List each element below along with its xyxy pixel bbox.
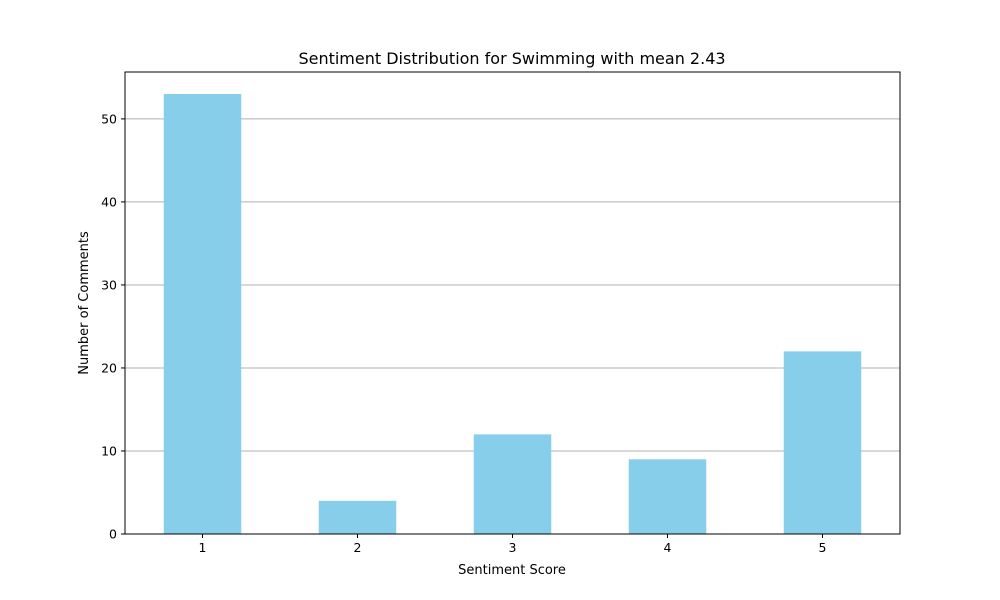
y-tick-label: 50	[101, 111, 117, 126]
bar-3	[473, 434, 552, 534]
x-tick-label: 5	[819, 540, 827, 555]
y-tick-label: 10	[101, 443, 117, 458]
y-tick-label: 0	[109, 527, 117, 542]
y-axis-ticks: 0 10 20 30 40 50	[101, 111, 125, 542]
bar-4	[628, 459, 707, 534]
x-axis-ticks: 1 2 3 4 5	[199, 534, 827, 555]
x-tick-label: 4	[664, 540, 672, 555]
x-tick-label: 2	[354, 540, 362, 555]
x-tick-label: 1	[199, 540, 207, 555]
grid-lines	[125, 118, 900, 452]
y-tick-label: 40	[101, 194, 117, 209]
bar-2	[318, 500, 397, 534]
x-axis-label: Sentiment Score	[458, 563, 566, 578]
bar-5	[783, 351, 862, 534]
chart-title: Sentiment Distribution for Swimming with…	[298, 49, 725, 68]
y-axis-label: Number of Comments	[77, 231, 92, 375]
bars	[163, 94, 862, 534]
y-tick-label: 20	[101, 360, 117, 375]
y-tick-label: 30	[101, 277, 117, 292]
bar-1	[163, 94, 242, 534]
x-tick-label: 3	[509, 540, 517, 555]
